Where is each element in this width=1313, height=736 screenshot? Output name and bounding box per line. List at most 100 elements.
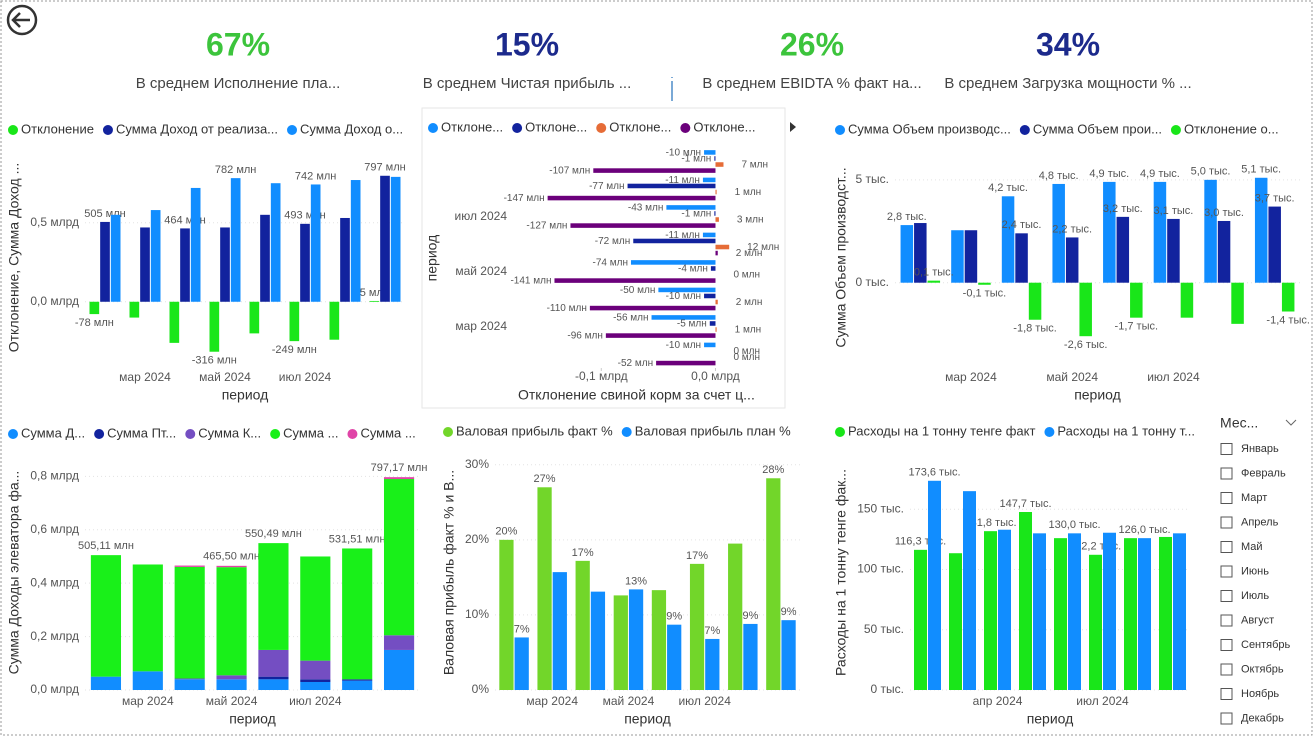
slicer-checkbox[interactable] bbox=[1220, 541, 1233, 553]
kpi-value: 15% bbox=[495, 26, 559, 62]
bar bbox=[1167, 218, 1180, 283]
bar bbox=[180, 228, 190, 302]
slicer-checkbox[interactable] bbox=[1220, 712, 1233, 725]
total-label: 531,51 млн bbox=[329, 533, 386, 545]
bar bbox=[260, 214, 270, 302]
data-label: -10 млн bbox=[666, 147, 701, 158]
bar bbox=[914, 549, 927, 690]
x-axis-title: период bbox=[229, 711, 276, 727]
bar bbox=[1159, 536, 1172, 690]
slicer-item[interactable]: Декабрь bbox=[1241, 712, 1284, 724]
bar-segment bbox=[216, 679, 247, 690]
x-tick-label: июл 2024 bbox=[1147, 370, 1200, 384]
bar bbox=[350, 180, 361, 302]
bar bbox=[714, 156, 716, 161]
slicer-item[interactable]: Октябрь bbox=[1241, 663, 1284, 675]
bar bbox=[537, 487, 552, 690]
legend-marker bbox=[1170, 125, 1181, 135]
legend-marker bbox=[835, 427, 845, 437]
slicer-item[interactable]: Ноябрь bbox=[1241, 688, 1279, 700]
bar-segment bbox=[132, 671, 163, 690]
slicer-item[interactable]: Январь bbox=[1241, 443, 1279, 455]
bar bbox=[570, 223, 716, 228]
legend-item: Валовая прибыль факт % bbox=[456, 423, 613, 438]
data-label: 0,1 тыс. bbox=[914, 267, 954, 279]
x-tick-label: июл 2024 bbox=[678, 694, 731, 708]
legend-marker bbox=[428, 123, 438, 133]
slicer-checkbox[interactable] bbox=[1220, 590, 1233, 602]
slicer-item[interactable]: Сентябрь bbox=[1241, 639, 1291, 651]
slicer-title: Мес... bbox=[1220, 415, 1258, 431]
slicer-checkbox[interactable] bbox=[1220, 467, 1233, 480]
back-button[interactable] bbox=[6, 4, 38, 36]
total-label: 505,11 млн bbox=[78, 540, 134, 552]
slicer-item[interactable]: Июнь bbox=[1241, 565, 1269, 577]
slicer-checkbox[interactable] bbox=[1220, 614, 1233, 627]
legend-marker bbox=[102, 125, 113, 135]
data-label: 3,0 тыс. bbox=[1204, 207, 1244, 219]
slicer-checkbox[interactable] bbox=[1220, 516, 1233, 529]
data-label: 3,2 тыс. bbox=[1103, 203, 1143, 215]
y-tick-label: 100 тыс. bbox=[857, 562, 904, 576]
bar bbox=[766, 478, 781, 690]
bar bbox=[1231, 282, 1244, 324]
slicer-checkbox[interactable] bbox=[1220, 492, 1233, 504]
bar bbox=[289, 301, 300, 342]
legend-item: Отклонение bbox=[21, 121, 94, 136]
bar bbox=[714, 211, 716, 216]
legend-item: Валовая прибыль план % bbox=[635, 423, 791, 438]
bar-segment bbox=[342, 679, 373, 681]
slicer-checkbox[interactable] bbox=[1220, 663, 1233, 676]
slicer-item[interactable]: Апрель bbox=[1241, 516, 1279, 528]
slicer-checkbox[interactable] bbox=[1220, 443, 1233, 455]
slicer-checkbox[interactable] bbox=[1220, 688, 1233, 700]
legend-item: Сумма Доход от реализа... bbox=[116, 121, 278, 136]
x-tick-label: июл 2024 bbox=[279, 370, 332, 384]
bar bbox=[914, 223, 927, 283]
bar bbox=[715, 299, 718, 305]
bar bbox=[89, 301, 100, 315]
slicer-chevron[interactable] bbox=[1285, 419, 1297, 426]
bar bbox=[704, 293, 716, 299]
y-axis-title: Сумма Объем производст... bbox=[833, 167, 849, 347]
legend-marker bbox=[512, 123, 523, 133]
bar-segment bbox=[132, 564, 163, 672]
y-tick-label: 0% bbox=[472, 682, 490, 696]
data-label: -74 млн bbox=[593, 257, 628, 268]
y-axis-title: Сумма Доходы элеватора фа... bbox=[6, 471, 22, 675]
slicer-checkbox[interactable] bbox=[1220, 639, 1233, 651]
slicer-item[interactable]: Август bbox=[1241, 614, 1274, 626]
slicer-item[interactable]: Февраль bbox=[1241, 467, 1286, 479]
x-axis-title: Отклонение свиной корм за счет ц... bbox=[518, 387, 755, 403]
bar bbox=[728, 543, 743, 690]
bar bbox=[1068, 533, 1081, 690]
slicer-item[interactable]: Март bbox=[1241, 492, 1267, 504]
legend-scroll[interactable] bbox=[790, 122, 796, 132]
data-label: -1,4 тыс. bbox=[1266, 314, 1310, 326]
y-axis-title: Отклонение, Сумма Доход ... bbox=[6, 163, 22, 353]
bar bbox=[964, 230, 978, 283]
bar bbox=[1065, 237, 1079, 283]
bar bbox=[590, 591, 606, 690]
bar bbox=[499, 539, 514, 690]
data-label: 17% bbox=[686, 550, 708, 562]
slicer-item[interactable]: Май bbox=[1241, 541, 1263, 553]
data-label: -10 млн bbox=[666, 291, 701, 302]
bar bbox=[702, 177, 716, 183]
total-label: 550,49 млн bbox=[245, 528, 302, 540]
bar bbox=[1028, 282, 1042, 320]
bar-segment bbox=[174, 566, 205, 679]
bar bbox=[220, 227, 230, 302]
bar bbox=[1033, 533, 1046, 690]
bar-segment bbox=[300, 679, 331, 682]
bar-segment bbox=[383, 635, 415, 650]
slicer-checkbox[interactable] bbox=[1220, 565, 1233, 578]
data-label: -1,8 тыс. bbox=[1013, 323, 1057, 335]
data-label: -10 млн bbox=[666, 340, 701, 351]
kpi-label: В среднем Чистая прибыль ... bbox=[423, 75, 632, 92]
data-label: 7% bbox=[514, 623, 530, 635]
y-tick-label: 0 тыс. bbox=[871, 682, 904, 696]
bar-segment bbox=[258, 676, 289, 680]
slicer-item[interactable]: Июль bbox=[1241, 590, 1269, 602]
bar bbox=[613, 595, 628, 690]
